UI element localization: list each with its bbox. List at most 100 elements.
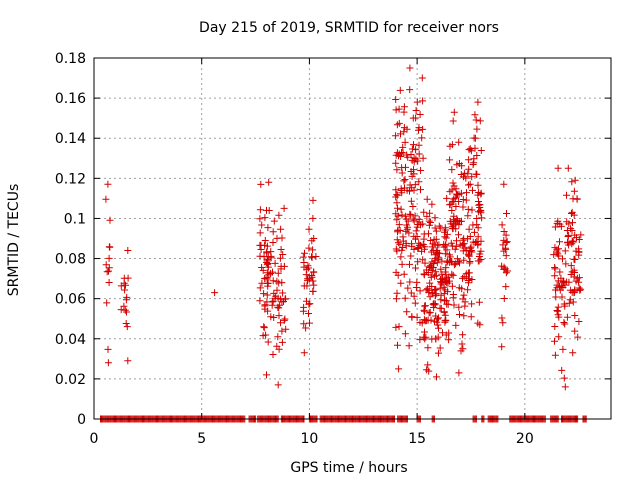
x-tick-label: 15 <box>408 431 426 447</box>
data-point <box>474 233 482 241</box>
data-point <box>256 241 264 249</box>
data-point <box>426 293 434 301</box>
data-point <box>264 224 272 232</box>
x-tick-label: 0 <box>90 431 99 447</box>
data-point <box>498 314 506 322</box>
data-point <box>123 323 131 331</box>
data-point <box>473 215 481 222</box>
data-point <box>277 246 285 253</box>
data-point <box>551 265 559 273</box>
data-point <box>433 373 440 381</box>
data-point <box>275 312 283 320</box>
data-point <box>397 253 405 261</box>
data-point <box>571 176 579 184</box>
data-point <box>442 226 450 234</box>
data-point <box>461 244 469 252</box>
data-point <box>475 253 483 260</box>
data-point <box>477 247 485 255</box>
data-point <box>417 167 425 174</box>
data-point <box>403 308 411 316</box>
data-point <box>431 272 439 280</box>
data-point <box>274 333 282 341</box>
data-point <box>104 180 112 188</box>
data-point <box>421 243 429 251</box>
data-point <box>272 292 280 300</box>
data-point <box>448 270 456 278</box>
data-point <box>392 323 400 331</box>
data-point <box>464 269 472 277</box>
data-point <box>412 227 420 235</box>
data-point <box>310 281 318 289</box>
data-point <box>462 196 470 204</box>
data-point <box>559 345 567 353</box>
data-point <box>392 186 400 194</box>
data-point <box>394 341 401 349</box>
data-point <box>575 284 583 292</box>
data-point <box>258 264 266 271</box>
data-point <box>271 259 279 267</box>
data-point <box>393 247 401 255</box>
data-point <box>442 241 450 249</box>
data-point <box>261 214 269 222</box>
data-point <box>415 244 423 251</box>
data-point <box>439 329 446 337</box>
data-point <box>392 106 400 114</box>
data-point <box>277 225 285 233</box>
data-point <box>412 264 419 272</box>
data-point <box>394 204 401 212</box>
data-point <box>103 268 111 276</box>
data-point <box>102 261 110 269</box>
data-point <box>280 316 288 324</box>
data-point <box>570 273 578 281</box>
data-point <box>305 225 313 233</box>
data-point <box>410 292 418 300</box>
data-point <box>412 114 420 122</box>
data-point <box>552 293 560 301</box>
data-point <box>447 220 455 228</box>
data-point <box>421 317 429 325</box>
data-point <box>570 187 578 195</box>
data-point <box>415 126 422 134</box>
data-point <box>427 273 435 281</box>
data-point <box>463 189 470 197</box>
data-point <box>468 300 476 308</box>
data-point <box>435 324 442 332</box>
data-point <box>436 344 444 352</box>
data-points <box>97 64 590 423</box>
data-point <box>394 239 402 247</box>
data-point <box>120 279 128 287</box>
data-point <box>451 194 459 202</box>
data-point <box>432 248 440 256</box>
data-point <box>498 343 506 351</box>
data-point <box>469 186 476 194</box>
data-point <box>263 261 271 269</box>
data-point <box>106 216 114 224</box>
data-point <box>418 74 426 82</box>
data-point <box>474 181 482 189</box>
data-point <box>398 169 406 177</box>
data-point <box>308 272 316 279</box>
data-point <box>557 222 565 230</box>
data-point <box>256 206 264 214</box>
data-point <box>420 230 428 238</box>
data-point <box>261 237 269 244</box>
data-point <box>105 267 112 275</box>
data-point <box>406 64 414 72</box>
data-point <box>475 198 482 205</box>
data-point <box>419 97 427 105</box>
data-point <box>308 253 316 261</box>
data-point <box>300 282 308 290</box>
data-point <box>567 262 575 270</box>
data-point <box>401 138 409 146</box>
data-point <box>436 284 444 292</box>
data-point <box>312 253 320 260</box>
data-point <box>462 174 470 182</box>
data-point <box>577 285 585 293</box>
data-point <box>264 282 272 290</box>
y-tick-label: 0.12 <box>55 171 86 187</box>
data-point <box>569 195 577 203</box>
data-point <box>425 217 433 225</box>
data-point <box>558 293 566 301</box>
data-point <box>409 215 417 223</box>
data-point <box>435 222 443 230</box>
